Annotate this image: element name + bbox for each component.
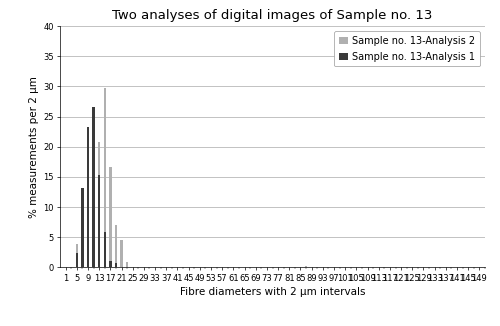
Bar bbox=[104, 88, 106, 267]
Bar bbox=[98, 175, 100, 267]
Title: Two analyses of digital images of Sample no. 13: Two analyses of digital images of Sample… bbox=[112, 9, 432, 22]
Bar bbox=[92, 107, 94, 267]
Bar bbox=[114, 225, 117, 267]
Bar bbox=[126, 262, 128, 267]
Bar bbox=[120, 240, 122, 267]
Bar bbox=[87, 174, 89, 267]
Bar bbox=[109, 261, 112, 267]
Y-axis label: % measurements per 2 μm: % measurements per 2 μm bbox=[29, 76, 39, 218]
Bar bbox=[76, 244, 78, 267]
X-axis label: Fibre diameters with 2 μm intervals: Fibre diameters with 2 μm intervals bbox=[180, 287, 365, 297]
Bar bbox=[305, 266, 307, 267]
Bar bbox=[98, 142, 100, 267]
Legend: Sample no. 13-Analysis 2, Sample no. 13-Analysis 1: Sample no. 13-Analysis 2, Sample no. 13-… bbox=[334, 31, 480, 67]
Bar bbox=[114, 263, 117, 267]
Bar bbox=[76, 253, 78, 267]
Bar bbox=[104, 232, 106, 267]
Bar bbox=[87, 127, 89, 267]
Bar bbox=[109, 167, 112, 267]
Bar bbox=[81, 188, 84, 267]
